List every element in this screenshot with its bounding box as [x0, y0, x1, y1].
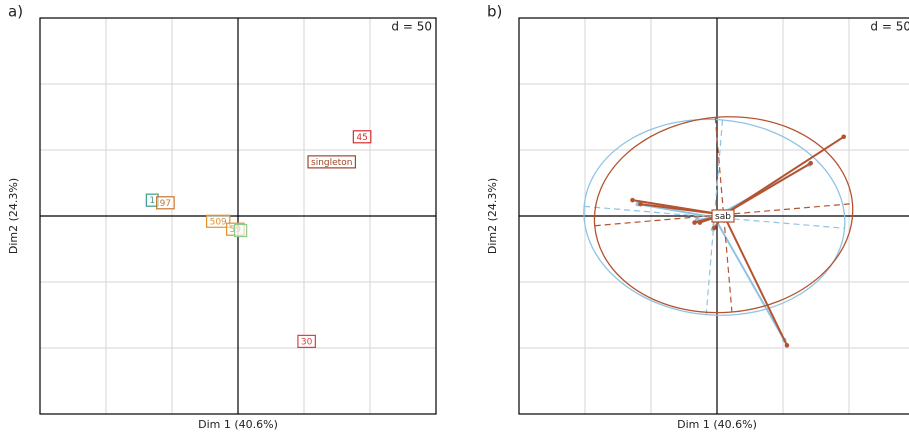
panel: a) d = 50 Dim 1 (40.6%) Dim2 (24.3%) 45 singl… — [7, 3, 437, 431]
point-box — [297, 334, 316, 348]
point-box — [307, 155, 357, 169]
star-ray — [640, 203, 724, 216]
point-box — [206, 214, 231, 228]
point-label: singleton — [311, 158, 352, 168]
point-label: 97 — [160, 199, 171, 209]
label-box — [711, 209, 735, 223]
group-label: sab — [715, 212, 731, 222]
point — [712, 225, 717, 231]
point — [784, 343, 790, 348]
point — [638, 201, 643, 207]
point-label: 30 — [301, 337, 313, 347]
panel-label: a) — [8, 3, 23, 21]
point-label: 1 — [149, 196, 155, 206]
y-axis-label: Dim2 (24.3%) — [486, 178, 499, 254]
point — [697, 220, 703, 225]
plot-frame — [518, 17, 909, 415]
annotation: d = 50 — [391, 20, 432, 34]
plot-frame — [39, 17, 437, 415]
ellipse-axis — [705, 119, 724, 315]
point — [692, 220, 697, 225]
point-label: 45 — [356, 133, 367, 143]
point-box — [352, 130, 372, 144]
annotation: d = 50 — [870, 20, 909, 34]
ellipse-axis — [594, 203, 853, 227]
point — [630, 197, 635, 203]
point-box — [156, 196, 175, 210]
star-ray — [723, 162, 812, 216]
point-box — [234, 223, 248, 238]
star-ray — [713, 216, 786, 341]
point-label: 509 — [210, 217, 227, 227]
point — [841, 134, 847, 140]
x-axis-label: Dim 1 (40.6%) — [198, 418, 278, 431]
ellipse-axis — [714, 117, 733, 313]
star-ray — [722, 214, 788, 346]
x-axis-label: Dim 1 (40.6%) — [677, 418, 757, 431]
point — [808, 160, 814, 166]
y-axis-label: Dim2 (24.3%) — [7, 178, 20, 254]
panel: b) d = 50 Dim 1 (40.6%) Dim2 (24.3%) sab — [486, 3, 909, 431]
panel-label: b) — [487, 3, 502, 21]
